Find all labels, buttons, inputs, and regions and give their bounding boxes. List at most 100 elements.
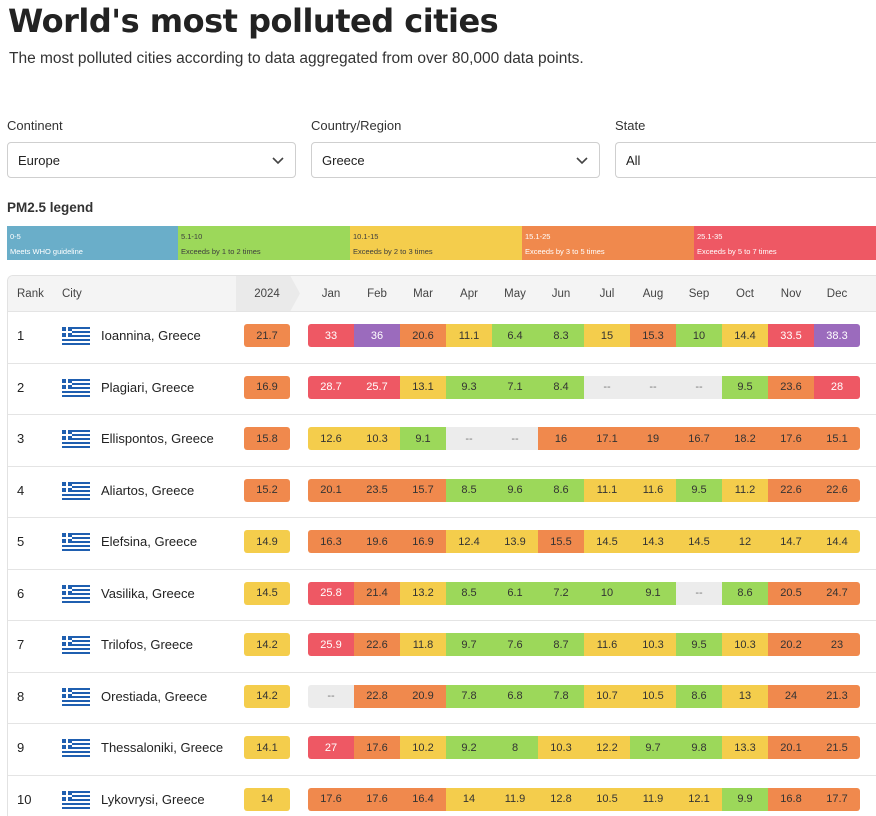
month-value: 22.6	[768, 478, 814, 502]
month-value: 8.7	[538, 633, 584, 656]
month-value: 16.9	[400, 530, 446, 553]
month-header-jan[interactable]: Jan	[321, 288, 341, 300]
greece-flag-icon	[62, 378, 90, 397]
pm25-legend: 0-5 Meets WHO guideline 5.1-10 Exceeds by 1…	[7, 226, 876, 260]
rank-value: 8	[17, 688, 25, 704]
month-value: 36	[354, 324, 400, 347]
month-value: 15	[584, 324, 630, 347]
city-header[interactable]: City	[62, 288, 82, 300]
year-average: 14	[244, 787, 290, 811]
month-value: 15.1	[814, 427, 860, 450]
city-name[interactable]: Plagiari, Greece	[101, 379, 195, 395]
greece-flag-icon	[62, 430, 90, 448]
month-value: 11.9	[492, 787, 538, 811]
month-value: --	[446, 427, 492, 450]
rank-value: 9	[17, 740, 25, 755]
rank-value: 6	[17, 585, 25, 601]
table-row[interactable]: 6 Vasilika, Greece 14.5 25.8 21.4 13.2 8.5 6.1 7…	[8, 568, 876, 621]
month-header-nov[interactable]: Nov	[780, 288, 802, 300]
month-value: 8.5	[446, 478, 492, 502]
year-average: 21.7	[244, 324, 290, 347]
month-value: 12.1	[676, 787, 722, 811]
city-name[interactable]: Thessaloniki, Greece	[101, 740, 224, 755]
year-header[interactable]: 2024	[254, 288, 280, 300]
table-row[interactable]: 10 Lykovrysi, Greece 14 17.6 17.6 16.4 14 11.9 1…	[8, 774, 876, 816]
month-header-dec[interactable]: Dec	[826, 288, 848, 300]
month-value: --	[308, 684, 354, 708]
table-row[interactable]: 4 Aliartos, Greece 15.2 20.1 23.5 15.7 8.5 9.6 8…	[8, 465, 876, 518]
city-name[interactable]: Trilofos, Greece	[101, 637, 193, 652]
page-subtitle: The most polluted cities according to da…	[9, 50, 584, 67]
month-value: 16.7	[676, 427, 722, 450]
month-value: 13.2	[400, 581, 446, 605]
month-value: 9.5	[676, 478, 722, 502]
rank-header[interactable]: Rank	[17, 288, 44, 300]
month-value: 20.9	[400, 684, 446, 708]
chevron-down-icon	[272, 157, 284, 165]
month-value: 6.4	[492, 324, 538, 347]
state-value: All	[626, 152, 641, 168]
table-row[interactable]: 7 Trilofos, Greece 14.2 25.9 22.6 11.8 9.7 7.6 8…	[8, 620, 876, 672]
month-value: 6.8	[492, 684, 538, 708]
month-value: 10.3	[630, 633, 676, 656]
month-value: 7.8	[538, 684, 584, 708]
month-value: 14.4	[722, 324, 768, 347]
city-name[interactable]: Vasilika, Greece	[101, 585, 195, 601]
month-value: 13.9	[492, 530, 538, 553]
month-value: 8.4	[538, 375, 584, 399]
country-label: Country/Region	[311, 118, 402, 133]
month-header-oct[interactable]: Oct	[736, 288, 754, 300]
month-value: 9.7	[630, 736, 676, 759]
table-row[interactable]: 5 Elefsina, Greece 14.9 16.3 19.6 16.9 12.4 13.…	[8, 517, 876, 569]
month-value: 9.5	[722, 375, 768, 399]
state-select[interactable]: All	[615, 142, 876, 178]
table-row[interactable]: 8 Orestiada, Greece 14.2 -- 22.8 20.9 7.8 6.8 7.…	[8, 671, 876, 724]
city-name[interactable]: Aliartos, Greece	[101, 482, 195, 498]
month-value: 17.6	[308, 787, 354, 811]
month-header-sep[interactable]: Sep	[688, 288, 710, 300]
month-value: 9.7	[446, 633, 492, 656]
month-value: 23.5	[354, 478, 400, 502]
table-row[interactable]: 1 Ioannina, Greece 21.7 33 36 20.6 11.1 6.4 8.3 1…	[8, 311, 876, 363]
month-header-aug[interactable]: Aug	[642, 288, 664, 300]
month-header-may[interactable]: May	[504, 288, 526, 300]
month-header-jul[interactable]: Jul	[599, 288, 615, 300]
city-name[interactable]: Orestiada, Greece	[101, 688, 208, 704]
month-value: 9.8	[676, 736, 722, 759]
country-value: Greece	[322, 152, 365, 168]
year-average: 14.9	[244, 530, 290, 553]
month-value: --	[492, 427, 538, 450]
month-value: 23.6	[768, 375, 814, 399]
city-name[interactable]: Ioannina, Greece	[101, 328, 201, 343]
rank-value: 10	[17, 791, 32, 807]
month-header-feb[interactable]: Feb	[367, 288, 387, 300]
table-row[interactable]: 2 Plagiari, Greece 16.9 28.7 25.7 13.1 9.3 7.1 8…	[8, 362, 876, 415]
table-row[interactable]: 9 Thessaloniki, Greece 14.1 27 17.6 10.2 9.2 8 1…	[8, 723, 876, 775]
city-name[interactable]: Lykovrysi, Greece	[101, 791, 205, 807]
month-value: 8	[492, 736, 538, 759]
greece-flag-icon	[62, 481, 90, 500]
month-value: 16.4	[400, 787, 446, 811]
continent-value: Europe	[18, 152, 60, 168]
month-value: 8.6	[538, 478, 584, 502]
month-header-apr[interactable]: Apr	[460, 288, 478, 300]
year-average: 15.8	[244, 427, 290, 450]
month-value: 9.5	[676, 633, 722, 656]
month-value: 10.5	[630, 684, 676, 708]
city-name[interactable]: Elefsina, Greece	[101, 534, 198, 549]
month-value: 14.7	[768, 530, 814, 553]
month-value: 11.1	[584, 478, 630, 502]
city-name[interactable]: Ellispontos, Greece	[101, 431, 214, 446]
continent-filter: Continent Europe	[7, 118, 296, 178]
chevron-down-icon	[576, 157, 588, 165]
table-row[interactable]: 3 Ellispontos, Greece 15.8 12.6 10.3 9.1 -- -- 1…	[8, 414, 876, 466]
country-select[interactable]: Greece	[311, 142, 600, 178]
month-value: 17.6	[768, 427, 814, 450]
month-value: 6.1	[492, 581, 538, 605]
year-average: 15.2	[244, 478, 290, 502]
month-value: 14	[446, 787, 492, 811]
month-header-jun[interactable]: Jun	[551, 288, 571, 300]
continent-select[interactable]: Europe	[7, 142, 296, 178]
month-value: 20.2	[768, 633, 814, 656]
month-header-mar[interactable]: Mar	[413, 288, 433, 300]
